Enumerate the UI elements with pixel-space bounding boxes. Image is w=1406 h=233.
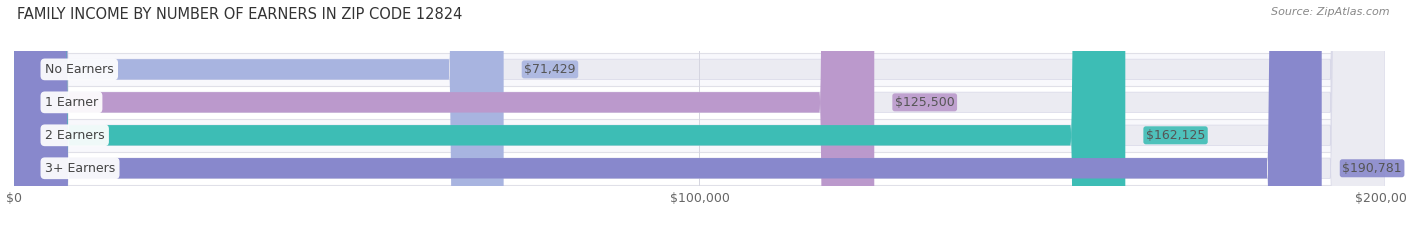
Text: $190,781: $190,781	[1343, 162, 1402, 175]
FancyBboxPatch shape	[14, 0, 1385, 233]
Text: $71,429: $71,429	[524, 63, 575, 76]
Text: 1 Earner: 1 Earner	[45, 96, 98, 109]
Bar	[14, 119, 1385, 152]
Text: $162,125: $162,125	[1146, 129, 1205, 142]
FancyBboxPatch shape	[14, 0, 1322, 233]
Bar	[14, 152, 1385, 185]
Text: FAMILY INCOME BY NUMBER OF EARNERS IN ZIP CODE 12824: FAMILY INCOME BY NUMBER OF EARNERS IN ZI…	[17, 7, 463, 22]
Bar	[14, 86, 1385, 119]
Text: No Earners: No Earners	[45, 63, 114, 76]
Text: 2 Earners: 2 Earners	[45, 129, 104, 142]
Bar	[14, 53, 1385, 86]
Text: Source: ZipAtlas.com: Source: ZipAtlas.com	[1271, 7, 1389, 17]
FancyBboxPatch shape	[14, 0, 503, 233]
Text: $125,500: $125,500	[894, 96, 955, 109]
FancyBboxPatch shape	[14, 0, 1385, 233]
Text: 3+ Earners: 3+ Earners	[45, 162, 115, 175]
FancyBboxPatch shape	[14, 0, 1385, 233]
FancyBboxPatch shape	[14, 0, 1385, 233]
FancyBboxPatch shape	[14, 0, 875, 233]
FancyBboxPatch shape	[14, 0, 1125, 233]
